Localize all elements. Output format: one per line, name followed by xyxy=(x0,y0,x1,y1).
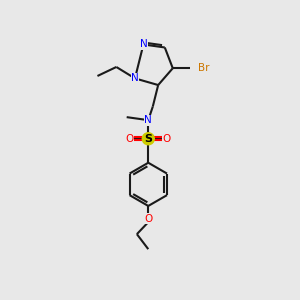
Text: N: N xyxy=(144,115,152,125)
Circle shape xyxy=(142,133,154,145)
Text: O: O xyxy=(125,134,134,144)
Text: O: O xyxy=(144,214,152,224)
Text: N: N xyxy=(140,40,147,50)
Text: Br: Br xyxy=(198,63,210,73)
Text: N: N xyxy=(131,74,139,83)
Text: S: S xyxy=(144,134,152,144)
Text: O: O xyxy=(163,134,171,144)
